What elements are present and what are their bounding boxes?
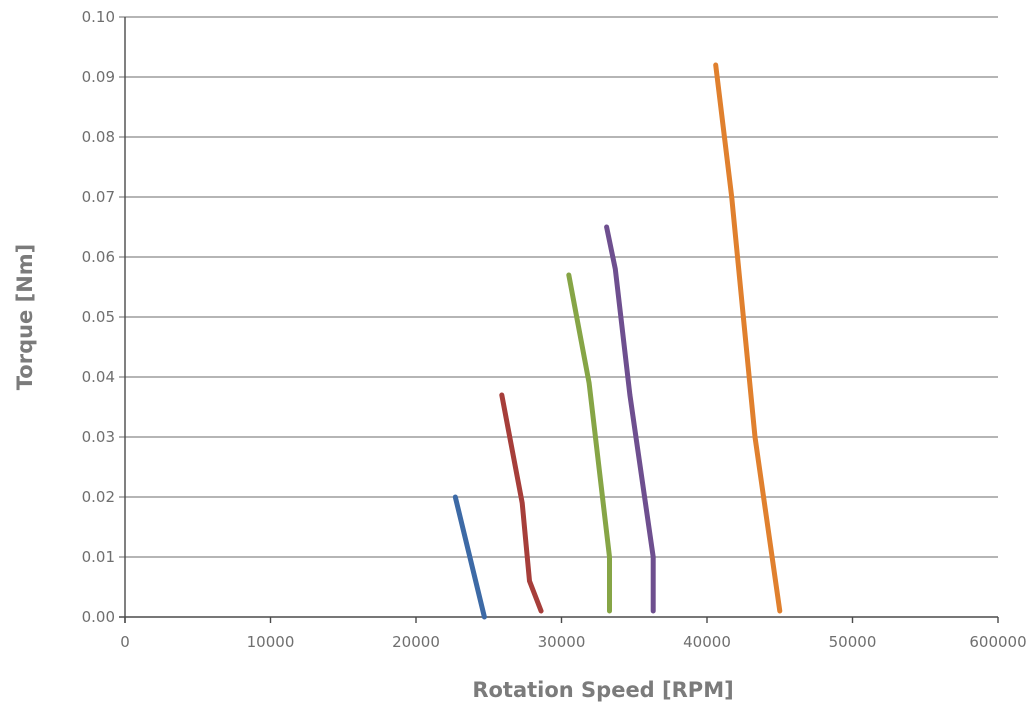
y-tick-label: 0.05: [82, 308, 115, 326]
y-axis-title: Torque [Nm]: [13, 244, 37, 391]
y-tick-label: 0.06: [82, 248, 115, 266]
series-line-1: [452, 494, 487, 620]
y-tick-label: 0.01: [82, 548, 115, 566]
series-lines: [452, 62, 783, 620]
y-tick-label: 0.00: [82, 608, 115, 626]
series-line-3: [566, 272, 612, 614]
gridlines: [119, 16, 998, 558]
x-tick-label: 0: [120, 633, 130, 651]
series-line-2: [499, 392, 544, 614]
x-tick-label: 40000: [683, 633, 731, 651]
tick-labels: 0.00 0.01 0.02 0.03 0.04 0.05 0.06 0.07 0.08 0.09…: [82, 8, 1027, 651]
x-axis-title: Rotation Speed [RPM]: [472, 678, 733, 702]
x-tick-label: 600000: [969, 633, 1026, 651]
y-tick-label: 0.02: [82, 488, 115, 506]
y-tick-label: 0.04: [82, 368, 115, 386]
y-tick-label: 0.09: [82, 68, 115, 86]
series-line-4: [604, 224, 656, 614]
x-tick-label: 10000: [247, 633, 295, 651]
y-tick-label: 0.03: [82, 428, 115, 446]
series-line-5: [713, 62, 783, 614]
x-tick-label: 30000: [538, 633, 586, 651]
y-tick-label: 0.08: [82, 128, 115, 146]
x-tick-label: 50000: [829, 633, 877, 651]
y-tick-label: 0.10: [82, 8, 115, 26]
x-tick-label: 20000: [392, 633, 440, 651]
y-tick-label: 0.07: [82, 188, 115, 206]
axes: [119, 17, 999, 623]
